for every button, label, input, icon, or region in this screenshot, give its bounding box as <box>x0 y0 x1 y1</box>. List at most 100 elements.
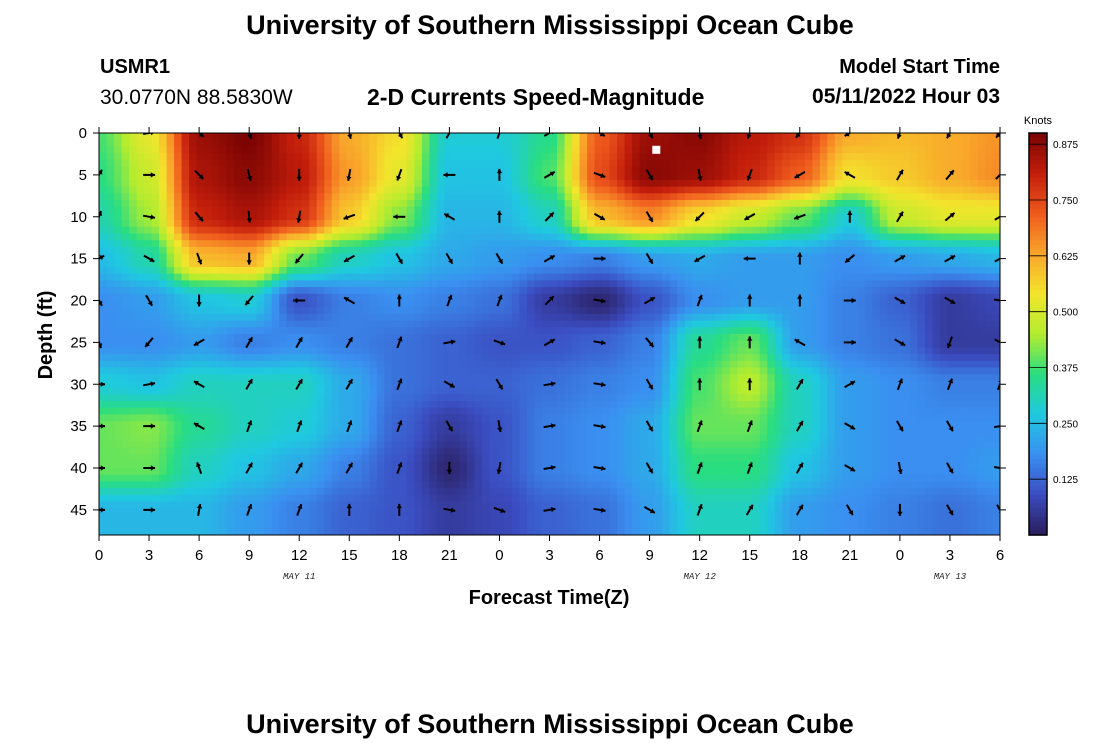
heatmap-cell <box>572 226 581 235</box>
heatmap-cell <box>204 186 213 194</box>
heatmap-cell <box>361 401 370 409</box>
heatmap-cell <box>189 300 198 308</box>
heatmap-cell <box>481 153 491 161</box>
heatmap-cell <box>684 260 693 268</box>
heatmap-cell <box>737 206 746 214</box>
heatmap-cell <box>286 320 295 328</box>
heatmap-cell <box>151 280 160 288</box>
heatmap-cell <box>617 179 626 188</box>
heatmap-cell <box>316 240 325 248</box>
heatmap-cell <box>301 300 310 308</box>
heatmap-cell <box>782 287 791 295</box>
heatmap-cell <box>159 226 168 235</box>
heatmap-cell <box>204 273 213 281</box>
heatmap-cell <box>234 186 243 194</box>
heatmap-cell <box>857 273 866 281</box>
heatmap-cell <box>744 267 753 275</box>
heatmap-cell <box>429 374 438 382</box>
heatmap-cell <box>939 173 949 181</box>
heatmap-cell <box>834 246 843 255</box>
heatmap-cell <box>662 280 671 288</box>
heatmap-cell <box>504 347 513 355</box>
heatmap-cell <box>669 213 678 221</box>
heatmap-cell <box>189 293 198 302</box>
heatmap-cell <box>144 260 153 268</box>
heatmap-cell <box>99 374 108 382</box>
heatmap-cell <box>879 347 888 355</box>
heatmap-cell <box>722 307 731 315</box>
heatmap-cell <box>774 240 783 248</box>
heatmap-cell <box>804 193 813 201</box>
heatmap-cell <box>677 166 686 174</box>
heatmap-cell <box>294 374 303 382</box>
heatmap-cell <box>421 200 430 208</box>
heatmap-cell <box>729 200 738 208</box>
heatmap-cell <box>954 334 964 342</box>
heatmap-cell <box>782 226 791 235</box>
heatmap-cell <box>286 307 295 315</box>
heatmap-cell <box>902 260 911 268</box>
heatmap-cell <box>264 260 273 268</box>
heatmap-cell <box>114 206 123 214</box>
heatmap-cell <box>144 273 153 281</box>
heatmap-cell <box>954 320 964 328</box>
heatmap-cell <box>189 401 198 409</box>
heatmap-cell <box>797 200 806 208</box>
heatmap-cell <box>902 307 911 315</box>
heatmap-cell <box>301 313 310 322</box>
heatmap-cell <box>271 200 280 208</box>
heatmap-cell <box>121 226 130 235</box>
heatmap-cell <box>354 280 363 288</box>
heatmap-cell <box>624 394 633 402</box>
heatmap-cell <box>849 360 858 369</box>
heatmap-cell <box>189 374 198 382</box>
heatmap-cell <box>939 159 949 168</box>
heatmap-cell <box>129 313 138 322</box>
heatmap-cell <box>602 193 611 201</box>
heatmap-cell <box>797 287 806 295</box>
heatmap-cell <box>752 320 761 328</box>
heatmap-cell <box>782 327 791 335</box>
heatmap-cell <box>647 287 656 295</box>
heatmap-cell <box>361 133 370 141</box>
heatmap-cell <box>564 267 573 275</box>
heatmap-cell <box>496 200 506 208</box>
heatmap-cell <box>654 401 663 409</box>
heatmap-cell <box>849 334 858 342</box>
heatmap-cell <box>406 153 415 161</box>
heatmap-cell <box>451 179 460 188</box>
heatmap-cell <box>707 220 716 228</box>
heatmap-cell <box>669 226 678 235</box>
heatmap-cell <box>639 354 648 362</box>
heatmap-cell <box>99 273 108 281</box>
heatmap-cell <box>144 354 153 362</box>
heatmap-cell <box>219 401 228 409</box>
heatmap-cell <box>932 354 941 362</box>
heatmap-cell <box>684 367 693 375</box>
heatmap-cell <box>324 347 333 355</box>
heatmap-cell <box>294 139 303 147</box>
heatmap-cell <box>99 246 108 255</box>
heatmap-cell <box>894 354 903 362</box>
heatmap-cell <box>977 374 986 382</box>
heatmap-cell <box>677 213 686 221</box>
heatmap-cell <box>459 327 468 335</box>
heatmap-cell <box>204 334 213 342</box>
heatmap-cell <box>346 193 355 201</box>
heatmap-cell <box>189 179 198 188</box>
heatmap-cell <box>744 139 753 147</box>
heatmap-cell <box>677 139 686 147</box>
heatmap-cell <box>399 401 408 409</box>
heatmap-cell <box>376 267 385 275</box>
heatmap-cell <box>106 213 115 221</box>
heatmap-cell <box>819 267 828 275</box>
heatmap-cell <box>804 354 813 362</box>
heatmap-cell <box>511 347 521 355</box>
heatmap-cell <box>834 340 843 348</box>
heatmap-cell <box>399 153 408 161</box>
heatmap-cell <box>511 394 521 402</box>
heatmap-cell <box>639 374 648 382</box>
heatmap-cell <box>159 213 168 221</box>
heatmap-cell <box>992 226 1000 235</box>
heatmap-cell <box>541 226 551 235</box>
